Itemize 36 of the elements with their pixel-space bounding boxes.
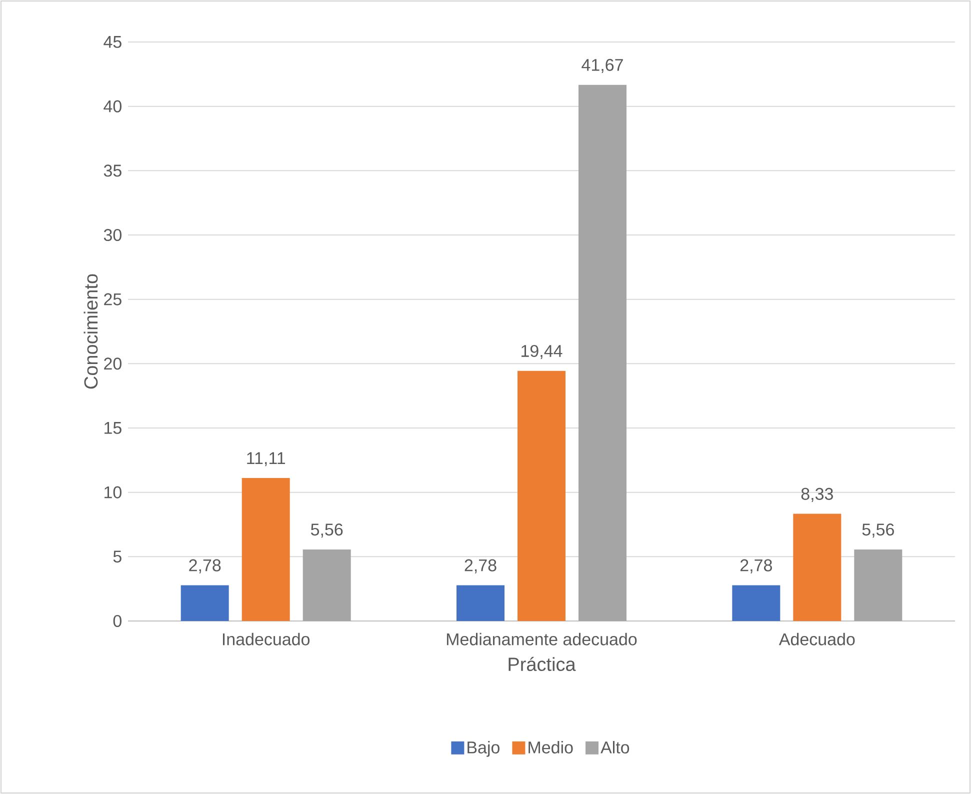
bar bbox=[242, 478, 290, 621]
y-tick-label: 25 bbox=[104, 293, 122, 306]
bar bbox=[456, 585, 505, 621]
data-label: 8,33 bbox=[801, 488, 833, 502]
bar bbox=[302, 549, 351, 621]
x-tick-label: Medianamente adecuado bbox=[446, 632, 637, 646]
y-axis-title: Conocimiento bbox=[84, 274, 98, 389]
y-tick-label: 15 bbox=[104, 422, 122, 434]
y-tick-label: 35 bbox=[104, 164, 122, 177]
data-label: 11,11 bbox=[247, 452, 286, 466]
data-label: 5,56 bbox=[862, 524, 894, 538]
y-tick-label: 40 bbox=[104, 100, 122, 112]
y-tick-label: 0 bbox=[113, 614, 122, 628]
data-label: 2,78 bbox=[189, 559, 221, 574]
bar bbox=[518, 370, 566, 621]
data-label: 5,56 bbox=[310, 524, 343, 538]
bar bbox=[793, 514, 842, 621]
y-tick-label: 10 bbox=[104, 486, 122, 498]
x-tick-label: Inadecuado bbox=[222, 632, 310, 646]
y-tick-label: 20 bbox=[104, 358, 122, 370]
y-tick-label: 45 bbox=[104, 36, 122, 48]
legend-label: Alto bbox=[600, 740, 630, 754]
legend-label: Medio bbox=[528, 740, 573, 754]
y-tick-label: 30 bbox=[104, 228, 122, 242]
x-axis-title: Práctica bbox=[508, 656, 576, 672]
x-tick-label: Adecuado bbox=[778, 632, 855, 646]
y-tick-label: 5 bbox=[113, 550, 122, 563]
data-label: 2,78 bbox=[740, 559, 772, 574]
legend-label: Bajo bbox=[468, 740, 500, 757]
data-label: 2,78 bbox=[464, 559, 496, 574]
data-label: 19,44 bbox=[522, 344, 562, 359]
data-label: 41,67 bbox=[582, 58, 623, 73]
bar bbox=[180, 585, 229, 621]
bar bbox=[578, 84, 627, 621]
bar bbox=[732, 585, 780, 621]
bar bbox=[854, 549, 902, 621]
